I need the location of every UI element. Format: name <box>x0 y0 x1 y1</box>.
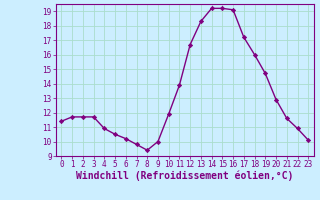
X-axis label: Windchill (Refroidissement éolien,°C): Windchill (Refroidissement éolien,°C) <box>76 171 293 181</box>
